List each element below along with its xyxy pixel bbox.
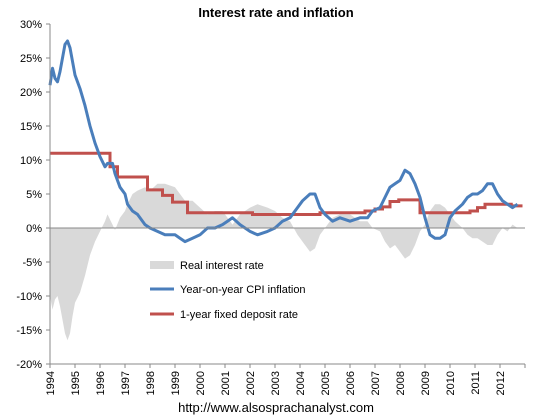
x-tick-label: 1997 xyxy=(120,371,132,395)
x-tick-label: 1999 xyxy=(170,371,182,395)
legend: Real interest rate Year-on-year CPI infl… xyxy=(150,260,306,321)
x-tick-label: 2012 xyxy=(495,371,507,395)
y-tick-label: 15% xyxy=(20,121,42,133)
x-tick-label: 2003 xyxy=(270,371,282,395)
x-tick-label: 1995 xyxy=(70,371,82,395)
y-tick-label: 5% xyxy=(26,189,42,201)
footer-url: http://www.alsosprachanalyst.com xyxy=(178,400,374,415)
legend-label-deposit-rate: 1-year fixed deposit rate xyxy=(180,309,298,321)
series-deposit-rate-line xyxy=(50,151,523,217)
y-tick-label: 0% xyxy=(26,223,42,235)
x-tick-label: 2004 xyxy=(295,371,307,395)
y-tick-label: -20% xyxy=(16,359,42,371)
y-tick-label: -5% xyxy=(22,257,42,269)
x-tick-label: 1996 xyxy=(95,371,107,395)
x-tick-label: 2000 xyxy=(195,371,207,395)
x-tick-label: 1994 xyxy=(45,371,57,395)
legend-label-cpi: Year-on-year CPI inflation xyxy=(180,284,306,296)
x-tick-label: 2002 xyxy=(245,371,257,395)
y-tick-label: 30% xyxy=(20,19,42,31)
series-real-interest-rate-area xyxy=(50,183,518,341)
x-tick-label: 2011 xyxy=(470,371,482,395)
y-tick-label: -15% xyxy=(16,325,42,337)
legend-swatch-real-interest-rate xyxy=(150,261,174,269)
axes: 30%25%20%15%10%5%0%-5%-10%-15%-20% 1994 1… xyxy=(16,19,526,395)
series-cpi-line xyxy=(48,39,519,244)
x-tick-label: 2005 xyxy=(320,371,332,395)
plot-area xyxy=(48,39,523,341)
legend-label-real-interest-rate: Real interest rate xyxy=(180,260,264,272)
y-tick-label: 10% xyxy=(20,155,42,167)
x-tick-label: 2010 xyxy=(445,371,457,395)
x-tick-label: 2008 xyxy=(395,371,407,395)
y-tick-label: 20% xyxy=(20,87,42,99)
y-ticks: 30% 25% 20% 15% 10% 5% 0% -5% -10% -15% -20% xyxy=(16,19,50,371)
x-tick-label: 1998 xyxy=(145,371,157,395)
x-tick-label: 2007 xyxy=(370,371,382,395)
x-ticks: 1994 1995 1996 1997 1998 1999 2000 2001 2002 2003… xyxy=(45,364,526,395)
x-tick-label: 2009 xyxy=(420,371,432,395)
x-tick-label: 2006 xyxy=(345,371,357,395)
y-tick-label: -10% xyxy=(16,291,42,303)
y-tick-label: 25% xyxy=(20,53,42,65)
chart-title: Interest rate and inflation xyxy=(198,5,353,20)
x-tick-label: 2001 xyxy=(220,371,232,395)
